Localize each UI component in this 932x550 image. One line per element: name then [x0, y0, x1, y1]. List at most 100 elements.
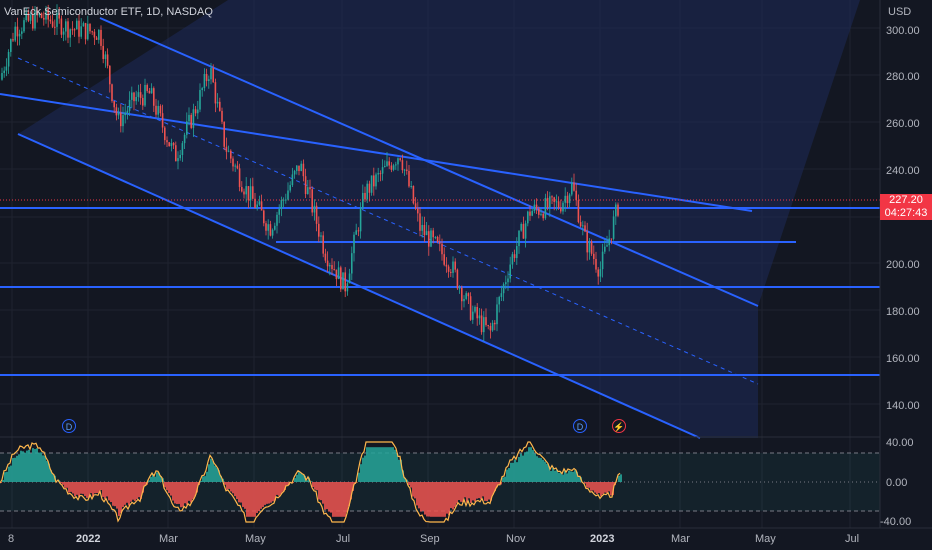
candle[interactable] [265, 220, 267, 236]
candle[interactable] [531, 208, 533, 217]
candle[interactable] [590, 239, 593, 256]
candle[interactable] [421, 216, 423, 238]
candle[interactable] [40, 12, 43, 19]
candle[interactable] [553, 196, 555, 211]
candle[interactable] [289, 181, 291, 193]
candle[interactable] [498, 295, 500, 313]
candle[interactable] [615, 202, 617, 225]
candle[interactable] [366, 180, 368, 204]
candle[interactable] [175, 141, 177, 162]
candle[interactable] [582, 220, 584, 236]
candle[interactable] [1, 67, 3, 81]
candle[interactable] [529, 205, 531, 221]
candle[interactable] [601, 243, 604, 278]
candle[interactable] [423, 216, 426, 242]
candle[interactable] [337, 261, 340, 280]
candle[interactable] [49, 15, 52, 24]
candle[interactable] [139, 83, 142, 105]
candle[interactable] [544, 193, 547, 220]
candle[interactable] [111, 83, 113, 103]
candle[interactable] [126, 106, 129, 120]
candle[interactable] [333, 261, 335, 271]
candle[interactable] [441, 238, 443, 261]
candle[interactable] [571, 177, 573, 197]
candle[interactable] [91, 30, 93, 36]
candle[interactable] [549, 191, 551, 217]
candle[interactable] [535, 198, 538, 214]
candle[interactable] [269, 220, 272, 237]
candle[interactable] [243, 188, 245, 199]
candle[interactable] [342, 272, 344, 290]
candle[interactable] [428, 225, 430, 256]
candle[interactable] [381, 159, 384, 181]
candle[interactable] [219, 97, 221, 112]
candle[interactable] [509, 256, 511, 283]
candle[interactable] [232, 156, 234, 172]
candle[interactable] [364, 186, 366, 203]
candle[interactable] [161, 104, 164, 133]
candle[interactable] [247, 186, 250, 209]
candle[interactable] [181, 140, 184, 162]
candle[interactable] [5, 58, 8, 77]
candle[interactable] [546, 191, 549, 211]
candle[interactable] [245, 177, 247, 203]
candle[interactable] [47, 4, 49, 28]
candle[interactable] [146, 83, 148, 93]
candle[interactable] [507, 271, 509, 291]
candle[interactable] [597, 267, 599, 285]
candle[interactable] [326, 251, 329, 273]
candle[interactable] [87, 15, 89, 41]
candle[interactable] [287, 182, 289, 201]
candle[interactable] [527, 210, 529, 227]
candle[interactable] [474, 305, 476, 314]
candle[interactable] [27, 9, 30, 23]
candle[interactable] [221, 107, 223, 125]
candle[interactable] [593, 245, 595, 265]
candle[interactable] [210, 63, 212, 85]
candle[interactable] [353, 231, 355, 262]
candle[interactable] [467, 292, 470, 305]
candle[interactable] [408, 164, 410, 188]
candle[interactable] [502, 282, 505, 302]
candle[interactable] [425, 221, 428, 236]
candle[interactable] [346, 280, 349, 296]
candle[interactable] [291, 167, 294, 187]
candle[interactable] [212, 64, 214, 83]
candle[interactable] [329, 262, 331, 276]
candle[interactable] [166, 136, 168, 148]
candle[interactable] [300, 160, 302, 172]
candle[interactable] [104, 51, 107, 68]
candle[interactable] [439, 234, 441, 252]
candle[interactable] [122, 106, 124, 133]
candle[interactable] [456, 268, 459, 291]
candle[interactable] [106, 48, 109, 69]
candle[interactable] [562, 200, 564, 215]
candle[interactable] [331, 258, 333, 276]
candle[interactable] [58, 6, 60, 24]
candle[interactable] [465, 291, 467, 301]
candle[interactable] [203, 68, 206, 92]
candle[interactable] [604, 239, 606, 254]
candle[interactable] [65, 18, 67, 41]
candle[interactable] [322, 231, 324, 258]
candle[interactable] [370, 175, 373, 196]
candle[interactable] [351, 246, 353, 281]
candle[interactable] [516, 237, 518, 265]
candle[interactable] [274, 222, 276, 231]
candle[interactable] [606, 235, 608, 247]
candle[interactable] [355, 223, 357, 235]
candle[interactable] [282, 197, 285, 208]
candle[interactable] [566, 191, 569, 209]
candle[interactable] [190, 112, 192, 130]
candle[interactable] [538, 206, 540, 219]
candle[interactable] [399, 157, 401, 162]
candle[interactable] [21, 27, 23, 40]
candle[interactable] [469, 292, 472, 321]
candle[interactable] [109, 65, 111, 93]
candle[interactable] [302, 159, 305, 182]
candle[interactable] [89, 23, 91, 34]
candle[interactable] [223, 121, 225, 151]
candle[interactable] [458, 285, 461, 294]
candle[interactable] [153, 86, 155, 112]
